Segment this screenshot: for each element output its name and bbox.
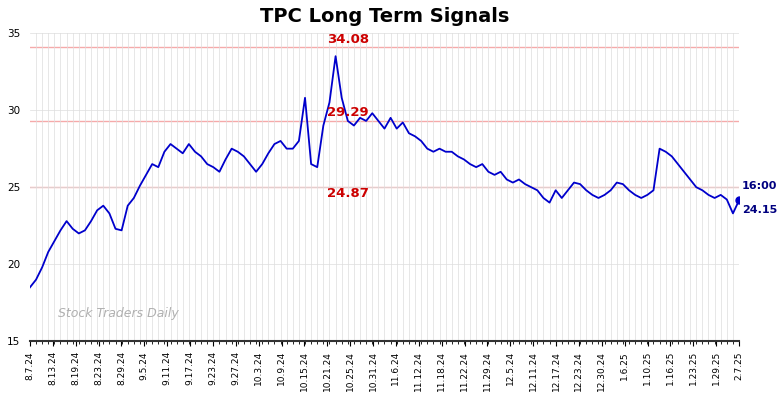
- Text: 16:00: 16:00: [742, 181, 778, 191]
- Text: 24.87: 24.87: [327, 187, 368, 200]
- Text: Stock Traders Daily: Stock Traders Daily: [58, 307, 179, 320]
- Text: 24.15: 24.15: [742, 205, 778, 215]
- Title: TPC Long Term Signals: TPC Long Term Signals: [260, 7, 509, 26]
- Text: 34.08: 34.08: [327, 33, 368, 46]
- Text: 29.29: 29.29: [327, 106, 368, 119]
